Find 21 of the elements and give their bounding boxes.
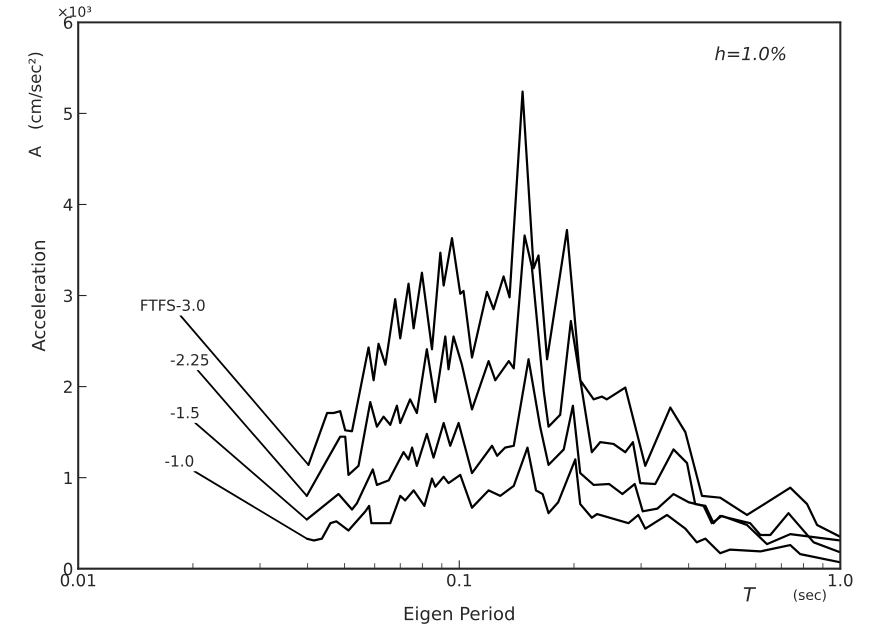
x-axis-title: Eigen Period: [404, 606, 514, 624]
y-tick-label: 6: [64, 16, 72, 29]
y-tick-label: 2: [64, 380, 72, 393]
x-tick-label: 0.1: [447, 574, 471, 586]
text: -1.0: [165, 455, 194, 467]
x-tick-label: 1.0: [828, 574, 852, 586]
y-axis-title: Acceleration: [31, 240, 46, 352]
y-tick-label: 4: [64, 198, 72, 211]
y-tick-label: 5: [64, 108, 72, 120]
y-tick-label: 0: [64, 562, 72, 576]
text: T: [744, 587, 756, 602]
text: ×10³: [58, 6, 92, 17]
text: FTFS-3.0: [141, 299, 205, 312]
text: (sec): [794, 589, 826, 602]
text: -1.5: [170, 407, 199, 418]
y-tick-label: 3: [64, 290, 72, 302]
x-tick-label: 0.01: [60, 574, 96, 586]
text: A (cm/sec²): [28, 52, 44, 158]
y-tick-label: 1: [64, 472, 72, 484]
annotation: h=1.0%: [715, 46, 786, 60]
text: -2.25: [170, 354, 208, 366]
